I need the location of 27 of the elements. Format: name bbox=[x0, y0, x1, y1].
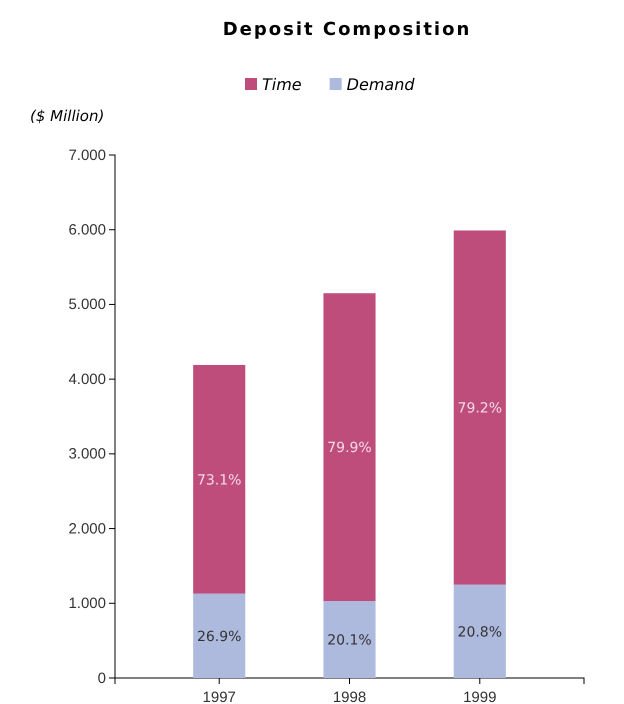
y-tick-label: 5.000 bbox=[68, 296, 106, 314]
x-tick-label: 1998 bbox=[332, 689, 366, 704]
bar bbox=[323, 293, 376, 602]
bar bbox=[193, 364, 246, 594]
annotation: 20.1% bbox=[327, 632, 372, 649]
annotation: 26.9% bbox=[196, 628, 242, 645]
y-tick-label: 2.000 bbox=[68, 520, 106, 538]
legend-label: Time bbox=[262, 75, 302, 94]
y-tick-label: 3.000 bbox=[68, 446, 106, 463]
y-tick-label: 6.000 bbox=[68, 222, 106, 239]
annotation: 73.1% bbox=[196, 472, 242, 488]
legend-label: Demand bbox=[346, 75, 416, 94]
annotation: 79.9% bbox=[327, 440, 372, 456]
bar bbox=[454, 584, 506, 678]
chart-title: Deposit Composition bbox=[222, 19, 472, 40]
bar bbox=[193, 594, 246, 678]
x-tick-label: 1999 bbox=[463, 689, 496, 704]
y-tick-label: 1.000 bbox=[68, 595, 106, 612]
bar bbox=[454, 230, 506, 585]
y-tick-label: 7.000 bbox=[68, 146, 106, 164]
y-tick-label: 4.000 bbox=[68, 370, 106, 388]
bar bbox=[323, 601, 376, 678]
x-tick-label: 1997 bbox=[202, 689, 236, 704]
annotation: 20.8% bbox=[458, 624, 502, 640]
annotation: 79.2% bbox=[458, 400, 502, 417]
y-axis-title: ($ Million) bbox=[30, 107, 104, 125]
y-tick-label: 0 bbox=[98, 670, 106, 687]
